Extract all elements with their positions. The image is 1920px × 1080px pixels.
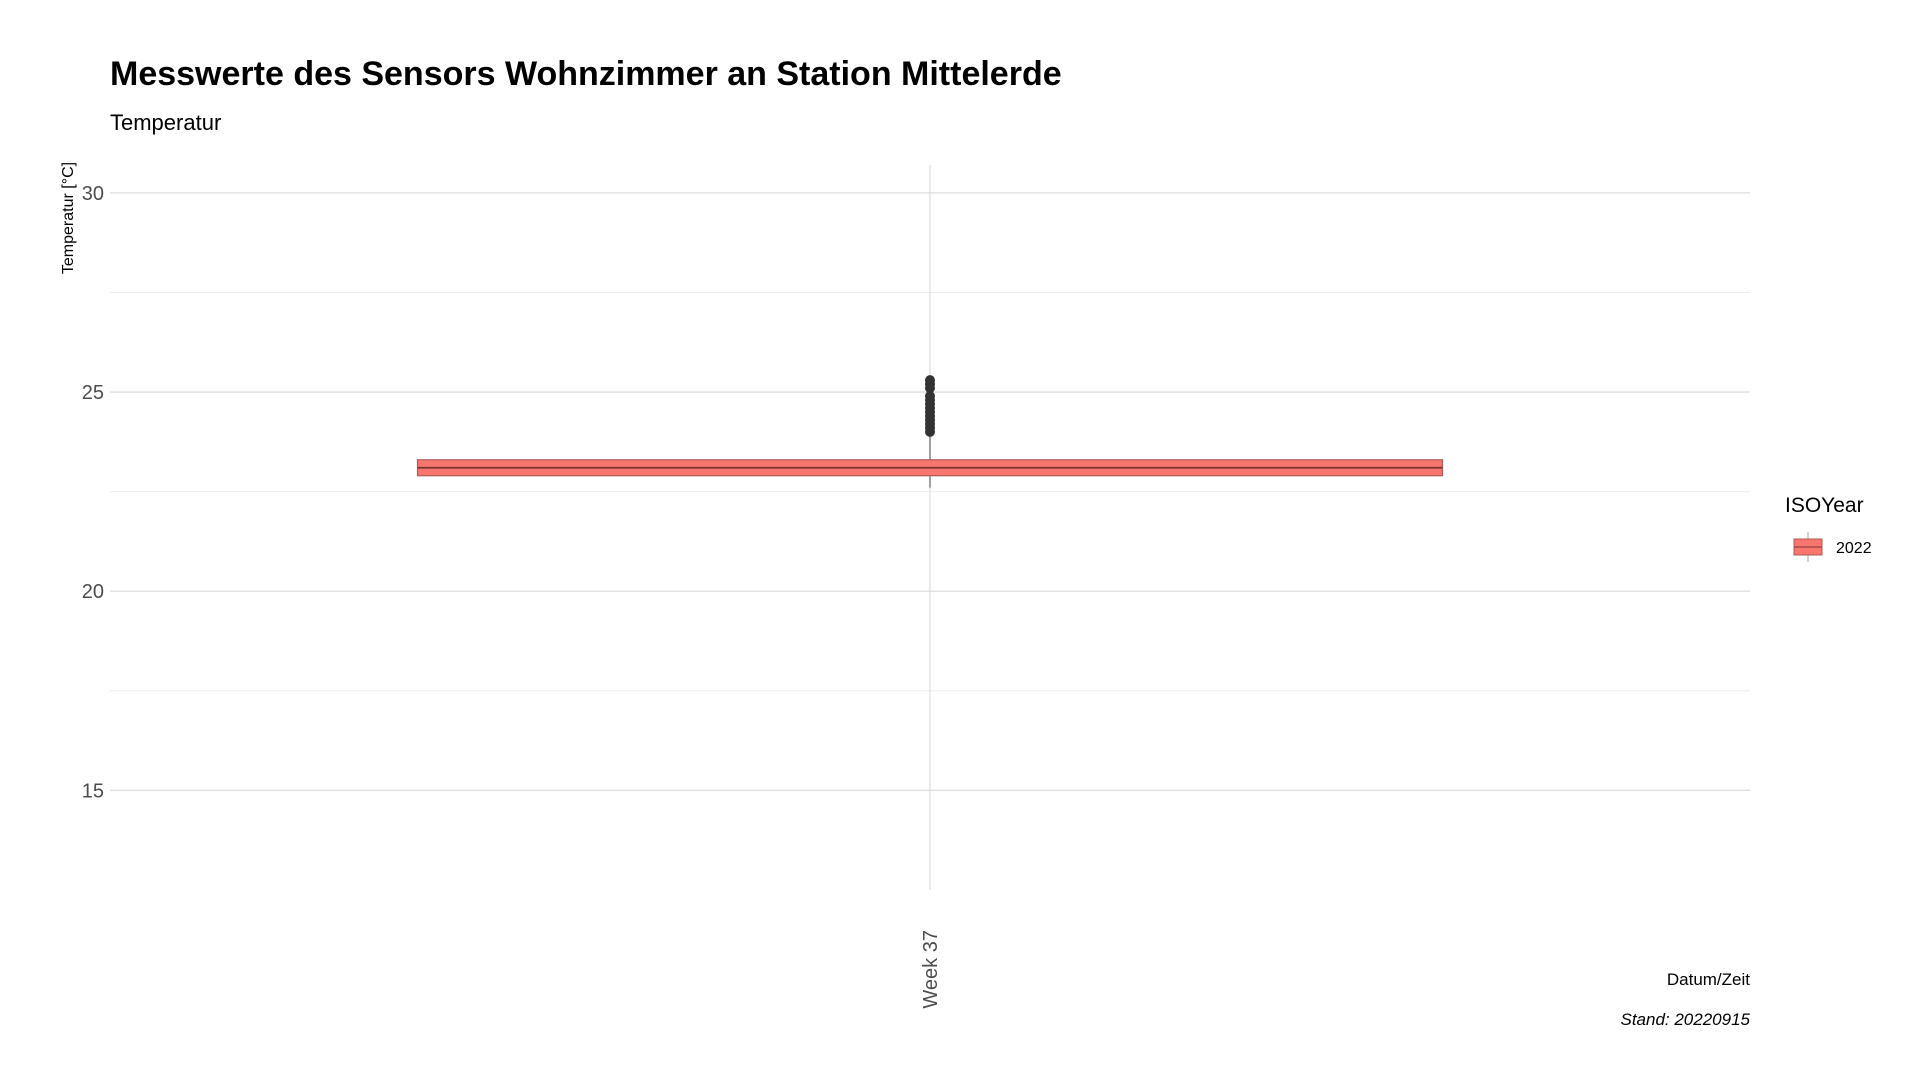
caption: Stand: 20220915 [1620,1010,1750,1029]
x-axis-ticks: Week 37 [920,930,942,1009]
x-axis-label: Datum/Zeit [1667,970,1750,989]
legend-entries: 2022 [1793,532,1872,562]
x-tick-label: Week 37 [920,930,942,1009]
y-axis-ticks: 15 20 25 30 [82,183,104,803]
y-tick-label: 20 [82,581,104,603]
grid [110,165,1750,890]
chart-subtitle: Temperatur [110,110,221,135]
legend-key [1793,532,1823,562]
y-tick-label: 15 [82,780,104,802]
legend-label: 2022 [1836,540,1872,557]
outlier-point [925,391,935,402]
legend-title: ISOYear [1785,494,1864,517]
boxplot-group [416,375,1444,488]
outlier-point [925,375,935,386]
y-axis-label: Temperatur [°C] [60,162,77,274]
chart-title: Messwerte des Sensors Wohnzimmer an Stat… [110,55,1062,93]
y-tick-label: 25 [82,382,104,404]
y-tick-label: 30 [82,183,104,205]
legend: ISOYear 2022 [1785,494,1872,562]
